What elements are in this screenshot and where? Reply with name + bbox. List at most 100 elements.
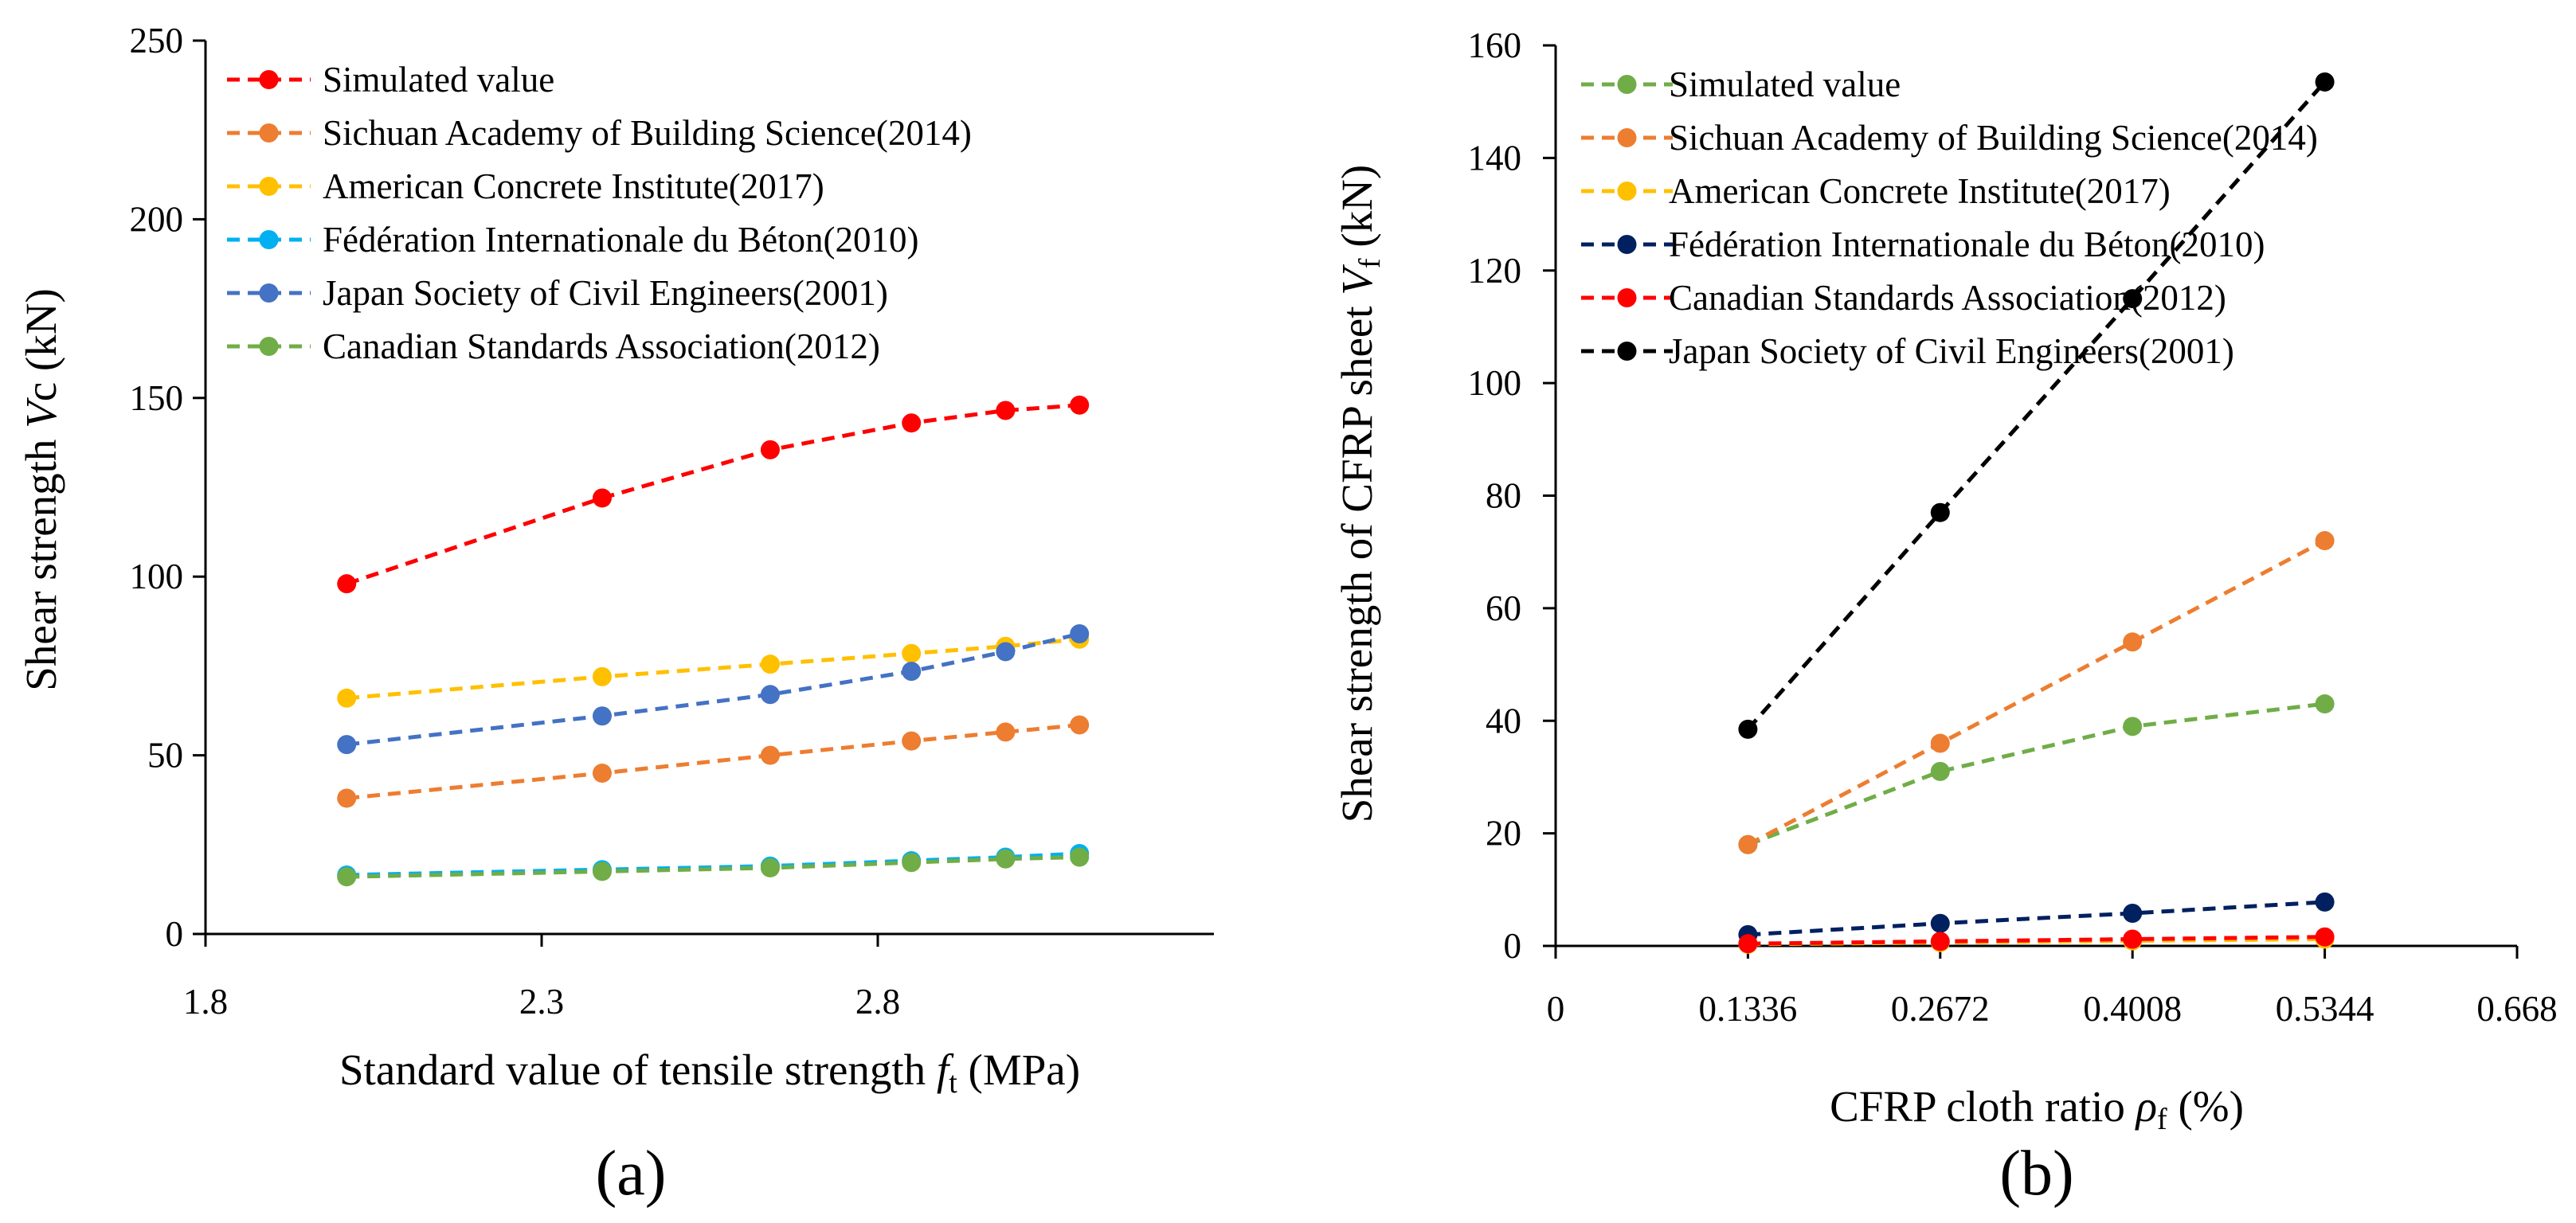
x-tick-label: 0.668 xyxy=(2476,989,2557,1029)
series-5 xyxy=(337,624,1090,755)
y-tick-label: 200 xyxy=(130,199,184,239)
panel-label: (a) xyxy=(596,1139,667,1209)
y-tick-label: 0 xyxy=(166,914,184,954)
data-point xyxy=(2123,632,2143,652)
data-point xyxy=(2123,717,2143,737)
data-point xyxy=(1738,719,1758,739)
y-tick-label: 250 xyxy=(130,21,184,61)
x-tick-label: 0 xyxy=(1547,989,1565,1029)
series-line xyxy=(346,851,1080,877)
data-point xyxy=(1930,733,1950,753)
legend-label: Fédération Internationale du Béton(2010) xyxy=(1669,225,2265,264)
x-tick-label: 0.2672 xyxy=(1891,989,1990,1029)
legend-label: Japan Society of Civil Engineers(2001) xyxy=(1669,331,2234,371)
y-tick-label: 100 xyxy=(1468,363,1522,403)
data-point xyxy=(1930,761,1950,781)
legend: Simulated value Sichuan Academy of Buildi… xyxy=(227,60,972,366)
legend-marker xyxy=(1617,75,1637,94)
data-point xyxy=(1738,934,1758,954)
legend-marker xyxy=(259,283,279,303)
legend-label: Sichuan Academy of Building Science(2014… xyxy=(1669,118,2318,158)
y-tick-label: 80 xyxy=(1486,476,1521,516)
legend-label: Japan Society of Civil Engineers(2001) xyxy=(323,273,888,313)
x-tick-label: 1.8 xyxy=(183,982,228,1022)
series-6 xyxy=(337,847,1090,887)
series-4 xyxy=(337,844,1090,885)
y-tick-label: 120 xyxy=(1468,251,1522,291)
series-line xyxy=(346,855,1080,879)
data-point xyxy=(902,662,922,682)
series-3 xyxy=(1738,929,2335,954)
data-point xyxy=(337,574,357,594)
y-tick-label: 20 xyxy=(1486,814,1521,854)
x-tick-label: 0.4008 xyxy=(2083,989,2182,1029)
data-point xyxy=(996,401,1016,420)
series-line xyxy=(1747,701,2325,847)
legend-label: Sichuan Academy of Building Science(2014… xyxy=(323,113,972,153)
data-point xyxy=(2123,904,2143,924)
series-1 xyxy=(1738,694,2335,854)
data-point xyxy=(1930,932,1950,951)
legend-marker xyxy=(1617,182,1637,201)
legend-marker xyxy=(1617,288,1637,307)
legend-marker xyxy=(1617,128,1637,147)
data-point xyxy=(2315,694,2335,714)
series-line xyxy=(346,631,1080,747)
data-point xyxy=(1070,715,1090,735)
legend-label: Simulated value xyxy=(323,60,554,100)
series-line xyxy=(1747,538,2326,847)
y-tick-label: 60 xyxy=(1486,588,1521,628)
data-point xyxy=(337,867,357,887)
legend-marker xyxy=(259,123,279,143)
data-point xyxy=(996,849,1016,869)
data-point xyxy=(592,862,612,881)
data-point xyxy=(2123,289,2143,309)
x-tick-label: 0.5344 xyxy=(2276,989,2374,1029)
data-point xyxy=(760,440,780,459)
data-point xyxy=(902,413,922,433)
data-point xyxy=(902,643,922,663)
legend-label: American Concrete Institute(2017) xyxy=(323,166,824,206)
data-point xyxy=(760,745,780,765)
y-tick-label: 0 xyxy=(1504,926,1522,966)
data-point xyxy=(1070,847,1090,867)
data-point xyxy=(760,685,780,705)
y-tick-label: 140 xyxy=(1468,138,1522,178)
y-axis-label: Shear strength Vc (kN) xyxy=(17,288,65,691)
data-point xyxy=(592,488,612,508)
data-point xyxy=(2123,929,2143,949)
y-tick-label: 160 xyxy=(1468,25,1522,65)
series-line xyxy=(1748,900,2325,937)
series-line xyxy=(346,403,1080,586)
series-line xyxy=(1748,935,2325,946)
data-point xyxy=(592,666,612,686)
legend: Simulated value Sichuan Academy of Buildi… xyxy=(1581,64,2318,371)
series-5 xyxy=(1738,927,2335,954)
data-point xyxy=(1930,502,1950,522)
legend-marker xyxy=(259,337,279,356)
legend-label: Fédération Internationale du Béton(2010) xyxy=(323,220,919,260)
data-point xyxy=(902,731,922,751)
data-point xyxy=(2315,892,2335,912)
panel-label: (b) xyxy=(1999,1139,2073,1209)
legend-marker xyxy=(259,177,279,196)
data-point xyxy=(337,788,357,808)
data-point xyxy=(996,722,1016,742)
legend-label: Simulated value xyxy=(1669,64,1901,104)
data-point xyxy=(592,706,612,726)
data-point xyxy=(1738,834,1758,854)
x-tick-label: 2.3 xyxy=(519,982,564,1022)
y-tick-label: 40 xyxy=(1486,701,1521,740)
y-tick-label: 100 xyxy=(130,557,184,596)
data-point xyxy=(902,853,922,873)
x-tick-label: 2.8 xyxy=(855,982,900,1022)
data-point xyxy=(337,735,357,755)
legend-marker xyxy=(1617,342,1637,361)
data-point xyxy=(1070,395,1090,415)
x-axis-label: CFRP cloth ratio ρf (%) xyxy=(1830,1082,2244,1136)
series-2 xyxy=(337,715,1090,808)
series-3 xyxy=(337,629,1090,708)
data-point xyxy=(2315,531,2335,551)
